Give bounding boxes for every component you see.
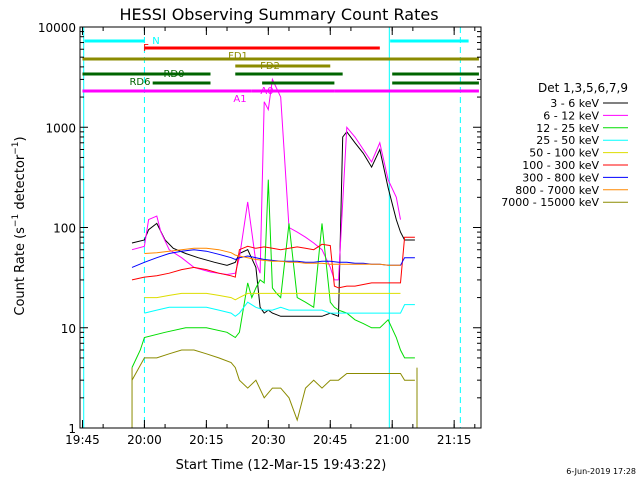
series-line-1 bbox=[131, 77, 401, 281]
series-line-3 bbox=[144, 301, 415, 317]
series-line-0 bbox=[131, 130, 415, 318]
x-tick-label-2: 20:15 bbox=[189, 433, 224, 447]
x-tick-label-5: 21:00 bbox=[375, 433, 410, 447]
y-tick-label-2: 100 bbox=[53, 222, 76, 236]
x-tick-label-6: 21:15 bbox=[437, 433, 472, 447]
x-tick-label-0: 19:45 bbox=[65, 433, 100, 447]
legend-title: Det 1,3,5,6,7,9 bbox=[538, 81, 628, 95]
legend-label-8: 7000 - 15000 keV bbox=[501, 196, 599, 209]
flag-label-6: A1 bbox=[233, 94, 246, 105]
flag-label-0: N bbox=[152, 36, 159, 47]
series-line-6 bbox=[131, 249, 415, 268]
x-tick-label-3: 20:30 bbox=[251, 433, 286, 447]
x-tick-label-4: 20:45 bbox=[313, 433, 348, 447]
y-tick-label-4: 10000 bbox=[38, 21, 76, 35]
x-axis: 19:45 20:00 20:15 20:30 20:45 21:00 21:15 bbox=[65, 27, 476, 447]
y-tick-label-3: 1000 bbox=[45, 121, 76, 135]
legend-label-1: 6 - 12 keV bbox=[543, 109, 599, 122]
legend-label-5: 100 - 300 keV bbox=[522, 159, 599, 172]
flag-label-5: RD6 bbox=[129, 77, 150, 88]
y-axis-label: Count Rate (s−1 detector−1) bbox=[11, 136, 28, 315]
chart-title: HESSI Observing Summary Count Rates bbox=[119, 5, 438, 24]
legend-label-2: 12 - 25 keV bbox=[536, 122, 599, 135]
flag-label-1: F bbox=[143, 43, 149, 54]
y-tick-label-1: 10 bbox=[61, 322, 76, 336]
generated-timestamp: 6-Jun-2019 17:28 bbox=[566, 467, 636, 476]
y-axis: 1 10 100 1000 10000 bbox=[38, 21, 481, 436]
flag-label-4: RD0 bbox=[163, 69, 184, 80]
legend-label-6: 300 - 800 keV bbox=[522, 171, 599, 184]
flag-label-2: FD1 bbox=[228, 51, 248, 62]
flag-label-3: FD2 bbox=[260, 61, 280, 72]
legend-label-7: 800 - 7000 keV bbox=[515, 184, 599, 197]
plot-area: NF FD1 FD2 RD0 RD6 A1 A0 bbox=[79, 26, 482, 429]
series-line-7 bbox=[144, 247, 401, 266]
legend-label-3: 25 - 50 keV bbox=[536, 134, 599, 147]
flag-label-7: A0 bbox=[260, 86, 273, 97]
legend-label-0: 3 - 6 keV bbox=[550, 97, 599, 110]
series-line-5 bbox=[131, 236, 415, 289]
y-tick-label-0: 1 bbox=[68, 422, 76, 436]
x-axis-label: Start Time (12-Mar-15 19:43:22) bbox=[176, 458, 387, 473]
legend-label-4: 50 - 100 keV bbox=[529, 147, 599, 160]
series-line-8 bbox=[131, 349, 415, 422]
x-tick-label-1: 20:00 bbox=[127, 433, 162, 447]
series-line-4 bbox=[144, 292, 401, 301]
series-line-2 bbox=[131, 179, 415, 368]
